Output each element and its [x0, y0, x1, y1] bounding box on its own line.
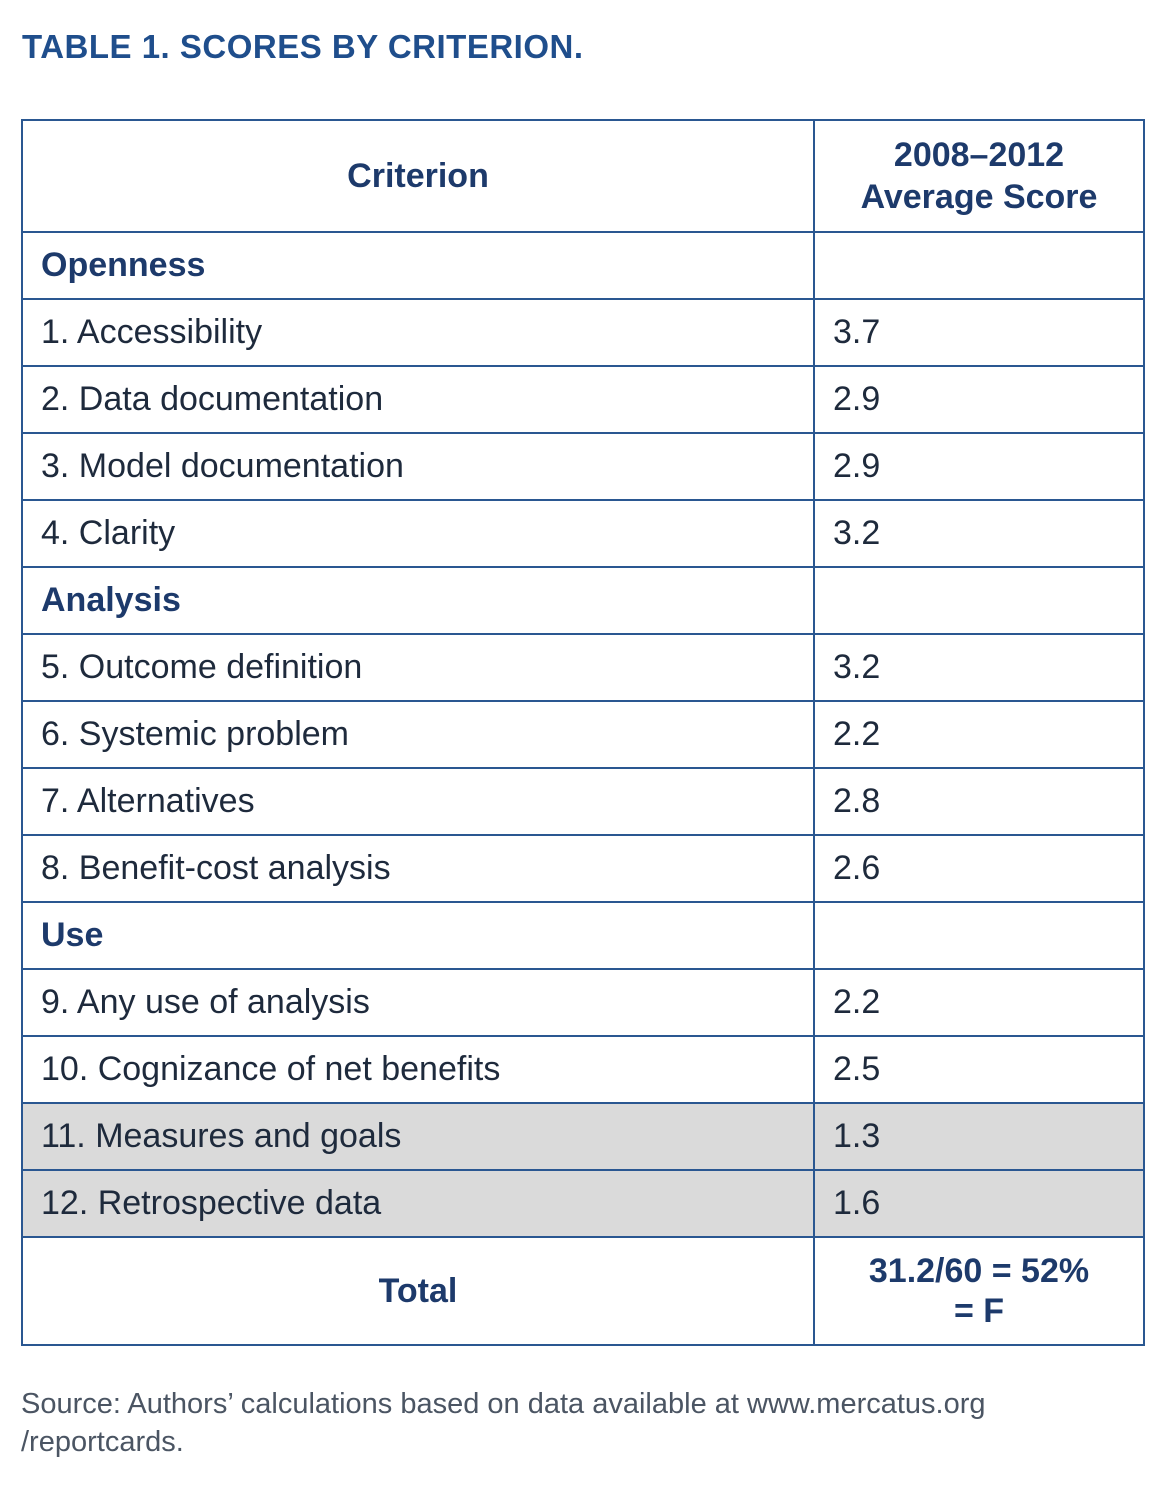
total-label: Total — [378, 1272, 458, 1310]
category-label: Openness — [41, 246, 206, 284]
criterion-column-header: Criterion — [21, 119, 815, 233]
criterion-cell: 3. Model documentation — [21, 432, 815, 501]
score-cell: 2.9 — [813, 365, 1145, 434]
scores-table-container: Criterion 2008–2012 Average Score Openne… — [21, 119, 1145, 1346]
criterion-cell: 7. Alternatives — [21, 767, 815, 836]
category-row: Analysis — [21, 566, 1145, 635]
criterion-cell: 11. Measures and goals — [21, 1102, 815, 1171]
score-cell — [813, 901, 1145, 970]
criterion-label: 11. Measures and goals — [41, 1117, 402, 1155]
score-value: 3.2 — [833, 514, 881, 552]
criterion-cell: 12. Retrospective data — [21, 1169, 815, 1238]
criterion-cell: 1. Accessibility — [21, 298, 815, 367]
table-row: 6. Systemic problem 2.2 — [21, 700, 1145, 769]
score-value: 1.6 — [833, 1184, 881, 1222]
score-cell: 1.6 — [813, 1169, 1145, 1238]
criterion-label: 8. Benefit-cost analysis — [41, 849, 391, 887]
table-body: Openness 1. Accessibility 3.7 2. Data docum… — [21, 231, 1145, 1238]
table-row: 5. Outcome definition 3.2 — [21, 633, 1145, 702]
score-cell: 3.7 — [813, 298, 1145, 367]
score-value: 2.8 — [833, 782, 881, 820]
criterion-cell: 6. Systemic problem — [21, 700, 815, 769]
score-cell: 2.9 — [813, 432, 1145, 501]
score-value: 3.7 — [833, 313, 881, 351]
source-note-line-1: Source: Authors’ calculations based on d… — [21, 1388, 986, 1420]
table-row: 8. Benefit-cost analysis 2.6 — [21, 834, 1145, 903]
criterion-cell: 9. Any use of analysis — [21, 968, 815, 1037]
criterion-cell: 10. Cognizance of net benefits — [21, 1035, 815, 1104]
criterion-label: 12. Retrospective data — [41, 1184, 382, 1222]
score-value: 1.3 — [833, 1117, 881, 1155]
table-row: 4. Clarity 3.2 — [21, 499, 1145, 568]
score-value: 2.2 — [833, 715, 881, 753]
score-value: 2.6 — [833, 849, 881, 887]
score-cell: 2.2 — [813, 700, 1145, 769]
score-cell: 2.5 — [813, 1035, 1145, 1104]
table-row: 3. Model documentation 2.9 — [21, 432, 1145, 501]
source-note-line-2: /reportcards. — [21, 1426, 184, 1458]
source-note: Source: Authors’ calculations based on d… — [21, 1385, 1141, 1461]
criterion-label: 4. Clarity — [41, 514, 176, 552]
table-row: 12. Retrospective data 1.6 — [21, 1169, 1145, 1238]
score-cell: 2.8 — [813, 767, 1145, 836]
score-cell: 2.6 — [813, 834, 1145, 903]
criterion-label: 2. Data documentation — [41, 380, 384, 418]
score-header-line-2: Average Score — [860, 178, 1098, 216]
score-value: 2.9 — [833, 447, 881, 485]
category-row: Openness — [21, 231, 1145, 300]
table-header-row: Criterion 2008–2012 Average Score — [21, 119, 1145, 233]
score-header-line-1: 2008–2012 — [893, 136, 1065, 174]
total-row: Total 31.2/60 = 52% = F — [21, 1236, 1145, 1346]
category-label-cell: Openness — [21, 231, 815, 300]
table-row: 9. Any use of analysis 2.2 — [21, 968, 1145, 1037]
table-row: 2. Data documentation 2.9 — [21, 365, 1145, 434]
criterion-label: 6. Systemic problem — [41, 715, 349, 753]
score-cell: 2.2 — [813, 968, 1145, 1037]
total-value-cell: 31.2/60 = 52% = F — [813, 1236, 1145, 1346]
criterion-label: 1. Accessibility — [41, 313, 263, 351]
category-label-cell: Use — [21, 901, 815, 970]
criterion-cell: 5. Outcome definition — [21, 633, 815, 702]
category-row: Use — [21, 901, 1145, 970]
criterion-label: 3. Model documentation — [41, 447, 404, 485]
table-row: 7. Alternatives 2.8 — [21, 767, 1145, 836]
criterion-label: 7. Alternatives — [41, 782, 255, 820]
score-cell: 3.2 — [813, 633, 1145, 702]
category-label-cell: Analysis — [21, 566, 815, 635]
category-label: Use — [41, 916, 104, 954]
scores-table: Criterion 2008–2012 Average Score Openne… — [21, 119, 1145, 1346]
category-label: Analysis — [41, 581, 181, 619]
criterion-label: 5. Outcome definition — [41, 648, 363, 686]
table-row: 11. Measures and goals 1.3 — [21, 1102, 1145, 1171]
table-row: 1. Accessibility 3.7 — [21, 298, 1145, 367]
criterion-header-label: Criterion — [347, 157, 489, 195]
criterion-cell: 8. Benefit-cost analysis — [21, 834, 815, 903]
score-column-header: 2008–2012 Average Score — [813, 119, 1145, 233]
table-row: 10. Cognizance of net benefits 2.5 — [21, 1035, 1145, 1104]
score-value: 2.2 — [833, 983, 881, 1021]
total-label-cell: Total — [21, 1236, 815, 1346]
total-value-line-2: = F — [953, 1292, 1005, 1330]
score-cell — [813, 566, 1145, 635]
score-cell: 1.3 — [813, 1102, 1145, 1171]
criterion-cell: 2. Data documentation — [21, 365, 815, 434]
criterion-label: 9. Any use of analysis — [41, 983, 370, 1021]
score-value: 3.2 — [833, 648, 881, 686]
score-value: 2.9 — [833, 380, 881, 418]
score-cell: 3.2 — [813, 499, 1145, 568]
score-cell — [813, 231, 1145, 300]
criterion-label: 10. Cognizance of net benefits — [41, 1050, 501, 1088]
table-title: TABLE 1. SCORES BY CRITERION. — [22, 28, 584, 65]
criterion-cell: 4. Clarity — [21, 499, 815, 568]
total-value-line-1: 31.2/60 = 52% — [868, 1252, 1090, 1290]
score-value: 2.5 — [833, 1050, 881, 1088]
